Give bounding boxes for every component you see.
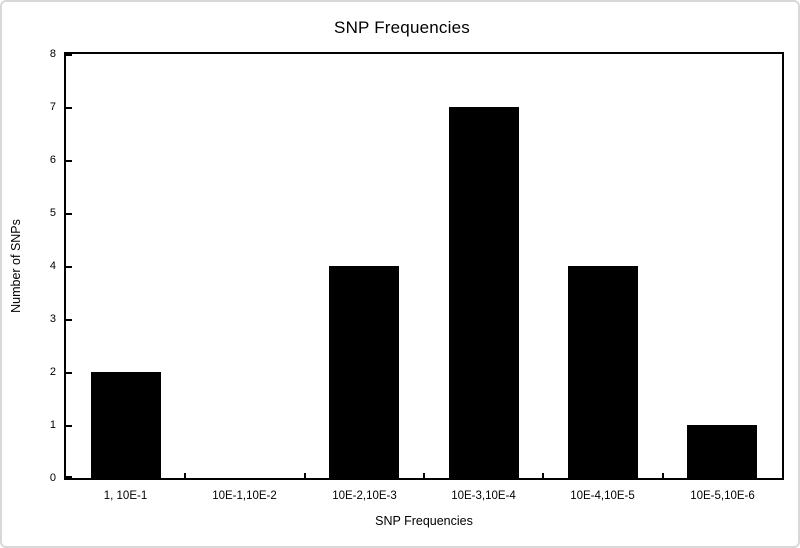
y-tick-label: 1 bbox=[49, 419, 56, 431]
x-category-label: 10E-5,10E-6 bbox=[690, 490, 755, 502]
y-axis-title: Number of SNPs bbox=[9, 219, 23, 313]
y-axis-tick bbox=[66, 266, 72, 268]
bar-10E-3,10E-4 bbox=[449, 107, 519, 478]
x-axis-tick bbox=[304, 473, 306, 478]
plot-area bbox=[64, 52, 784, 480]
y-axis-tick bbox=[66, 476, 72, 478]
y-tick-label: 5 bbox=[49, 207, 56, 219]
x-axis-tick bbox=[423, 473, 425, 478]
bar-10E-4,10E-5 bbox=[568, 266, 638, 478]
y-axis-tick bbox=[66, 425, 72, 427]
y-axis-tick bbox=[66, 213, 72, 215]
bar-1, 10E-1 bbox=[91, 372, 161, 478]
y-tick-label: 8 bbox=[49, 48, 56, 60]
y-tick-label: 4 bbox=[49, 260, 56, 272]
x-category-label: 10E-1,10E-2 bbox=[212, 490, 277, 502]
y-tick-label: 6 bbox=[49, 154, 56, 166]
x-axis-tick bbox=[662, 473, 664, 478]
x-axis-title: SNP Frequencies bbox=[375, 514, 473, 528]
bar-10E-5,10E-6 bbox=[687, 425, 757, 478]
x-category-label: 10E-2,10E-3 bbox=[332, 490, 397, 502]
x-axis-tick bbox=[184, 473, 186, 478]
y-axis-tick bbox=[66, 372, 72, 374]
y-axis-tick bbox=[66, 54, 72, 56]
x-category-label: 1, 10E-1 bbox=[103, 490, 148, 502]
chart-title: SNP Frequencies bbox=[334, 18, 470, 37]
y-tick-label: 3 bbox=[49, 313, 56, 325]
bar-10E-2,10E-3 bbox=[329, 266, 399, 478]
y-tick-label: 7 bbox=[49, 101, 56, 113]
y-axis-tick bbox=[66, 160, 72, 162]
x-category-label: 10E-3,10E-4 bbox=[451, 490, 516, 502]
y-axis-tick bbox=[66, 319, 72, 321]
y-tick-label: 0 bbox=[49, 472, 56, 484]
x-axis-tick bbox=[542, 473, 544, 478]
y-axis-tick bbox=[66, 107, 72, 109]
y-tick-label: 2 bbox=[49, 366, 56, 378]
x-category-label: 10E-4,10E-5 bbox=[570, 490, 635, 502]
